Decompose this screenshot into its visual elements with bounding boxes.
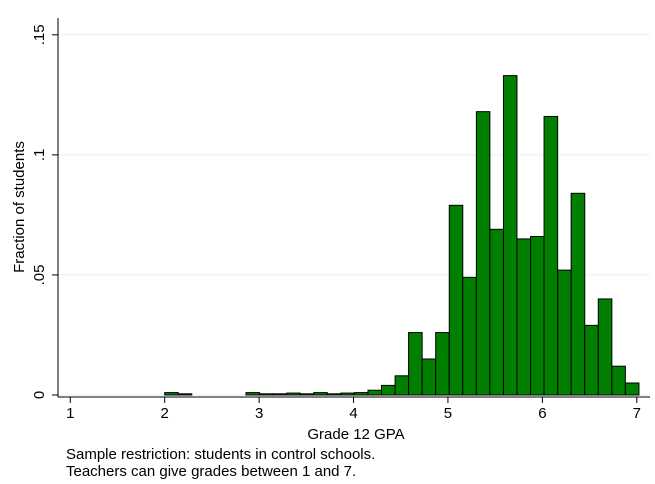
bar xyxy=(543,115,559,396)
bar xyxy=(462,276,477,396)
bar xyxy=(177,393,193,396)
x-tick-label: 5 xyxy=(444,405,452,422)
bar xyxy=(557,269,572,396)
bar xyxy=(570,192,586,396)
bar xyxy=(489,228,504,396)
x-axis-label: Grade 12 GPA xyxy=(307,426,404,443)
bar xyxy=(475,111,491,396)
y-tick-label: 0 xyxy=(31,391,48,399)
bar xyxy=(394,375,410,396)
bar xyxy=(272,393,288,396)
bar xyxy=(299,393,315,396)
x-tick-label: 2 xyxy=(161,405,169,422)
bar xyxy=(313,392,328,396)
bar xyxy=(448,204,464,396)
bar xyxy=(380,384,396,396)
bar xyxy=(164,392,179,396)
bar xyxy=(340,392,355,396)
x-tick-label: 6 xyxy=(538,405,546,422)
bar xyxy=(367,389,382,396)
y-tick-label: .1 xyxy=(31,149,48,162)
bar xyxy=(408,332,423,396)
bar xyxy=(245,392,261,396)
bar xyxy=(435,332,450,396)
bar xyxy=(259,393,274,396)
bar xyxy=(502,75,518,396)
note: Teachers can give grades between 1 and 7… xyxy=(66,463,356,480)
bar xyxy=(611,365,626,396)
bar xyxy=(353,392,369,396)
bar xyxy=(421,358,437,396)
bar xyxy=(624,382,640,396)
x-tick-label: 4 xyxy=(349,405,357,422)
y-axis-label: Fraction of students xyxy=(11,141,28,273)
bar xyxy=(286,392,301,396)
note: Sample restriction: students in control … xyxy=(66,446,375,463)
x-tick-label: 3 xyxy=(255,405,263,422)
x-tick-label: 1 xyxy=(66,405,74,422)
bar xyxy=(584,324,599,396)
bar xyxy=(597,298,613,396)
bar xyxy=(326,393,342,396)
y-tick-label: .05 xyxy=(31,265,48,286)
y-tick-label: .15 xyxy=(31,24,48,45)
bar xyxy=(516,238,532,396)
x-tick-label: 7 xyxy=(633,405,641,422)
bar xyxy=(530,236,545,396)
